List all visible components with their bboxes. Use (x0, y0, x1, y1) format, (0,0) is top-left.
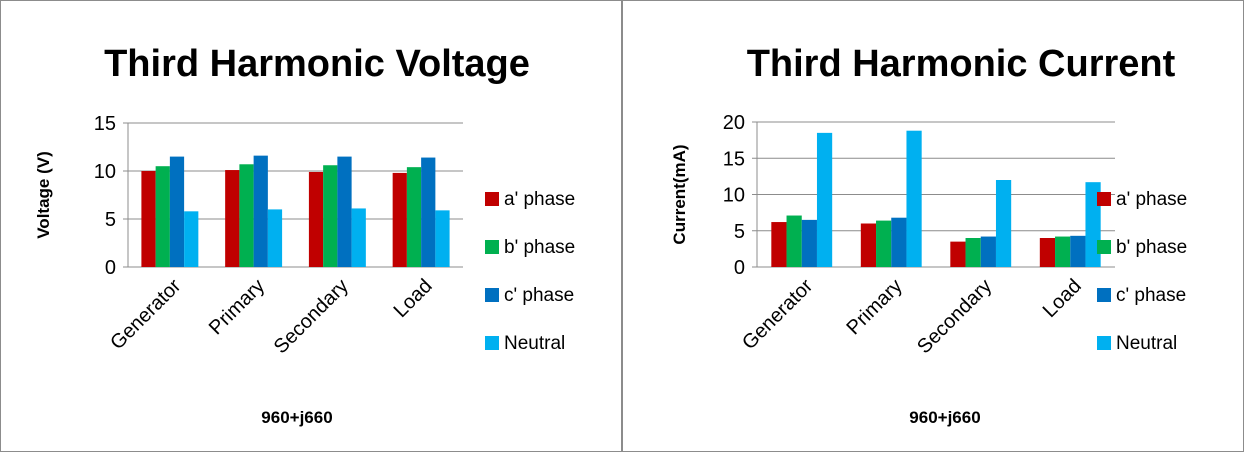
bar (860, 223, 877, 267)
legend-swatch (1097, 336, 1111, 350)
bar (816, 132, 833, 267)
bar (995, 180, 1012, 267)
bar (1070, 235, 1086, 267)
bar (786, 215, 802, 267)
legend-swatch (1097, 240, 1111, 254)
bar (169, 156, 185, 267)
legend-swatch (485, 192, 499, 206)
y-axis-label: Current(mA) (670, 144, 689, 244)
y-tick-label: 15 (94, 113, 116, 135)
bar (406, 167, 422, 267)
y-tick-label: 5 (105, 209, 116, 231)
bar (351, 208, 366, 267)
bar (308, 171, 324, 267)
x-tick-label: Generator (738, 275, 817, 354)
bar (801, 219, 817, 267)
bar (155, 166, 170, 267)
bar (239, 164, 254, 267)
bar (435, 210, 450, 267)
y-tick-label: 5 (734, 221, 745, 243)
bar (392, 172, 407, 267)
bar (337, 156, 352, 267)
y-axis-label: Voltage (V) (34, 151, 53, 239)
x-axis-label: 960+j660 (909, 408, 980, 427)
legend-entry: b' phase (504, 237, 575, 258)
y-tick-label: 10 (723, 185, 745, 207)
bar (184, 211, 199, 267)
voltage-chart: Third Harmonic Voltage 0 5 10 15 Generator P… (34, 43, 575, 427)
legend: a' phase b' phase c' phase Neutral (1097, 189, 1187, 354)
x-tick-label: Load (1039, 275, 1086, 322)
legend-entry: a' phase (504, 189, 575, 210)
bar (225, 170, 240, 267)
x-tick-label: Secondary (270, 275, 353, 358)
x-tick-label: Load (390, 275, 437, 322)
voltage-chart-panel: Third Harmonic Voltage 0 5 10 15 Generator P… (0, 0, 622, 452)
legend-entry: Neutral (1116, 333, 1177, 354)
legend-entry: c' phase (504, 285, 574, 306)
bar (906, 130, 922, 267)
bar (267, 209, 283, 267)
bar (323, 165, 338, 267)
legend: a' phase b' phase c' phase Neutral (485, 189, 575, 354)
current-chart-panel: Third Harmonic Current 0 5 10 15 20 Generato… (622, 0, 1244, 452)
legend-swatch (485, 240, 499, 254)
chart-title: Third Harmonic Current (747, 43, 1176, 85)
legend-swatch (1097, 288, 1111, 302)
x-tick-label: Primary (205, 275, 269, 339)
legend-entry: Neutral (504, 333, 565, 354)
bar (771, 222, 787, 267)
y-tick-label: 10 (94, 161, 116, 183)
x-tick-label: Generator (106, 275, 185, 354)
bar (980, 236, 996, 267)
bar (1085, 182, 1101, 267)
x-axis-label: 960+j660 (261, 408, 332, 427)
current-chart: Third Harmonic Current 0 5 10 15 20 Generato… (670, 43, 1187, 427)
bar (421, 157, 436, 267)
x-tick-label: Secondary (913, 275, 996, 358)
bar (1039, 238, 1056, 267)
legend-swatch (485, 288, 499, 302)
legend-swatch (1097, 192, 1111, 206)
bar (950, 241, 966, 267)
bar (1055, 236, 1071, 267)
legend-entry: b' phase (1116, 237, 1187, 258)
y-tick-label: 0 (105, 257, 116, 279)
y-tick-label: 0 (734, 257, 745, 279)
legend-swatch (485, 336, 499, 350)
bar (253, 155, 268, 267)
x-tick-label: Primary (843, 275, 907, 339)
y-tick-label: 15 (723, 148, 745, 170)
bar (876, 220, 892, 267)
legend-entry: c' phase (1116, 285, 1186, 306)
bar (965, 238, 981, 267)
bar (891, 217, 907, 267)
bar (141, 171, 156, 267)
legend-entry: a' phase (1116, 189, 1187, 210)
chart-title: Third Harmonic Voltage (104, 43, 530, 85)
y-tick-label: 20 (723, 112, 745, 134)
